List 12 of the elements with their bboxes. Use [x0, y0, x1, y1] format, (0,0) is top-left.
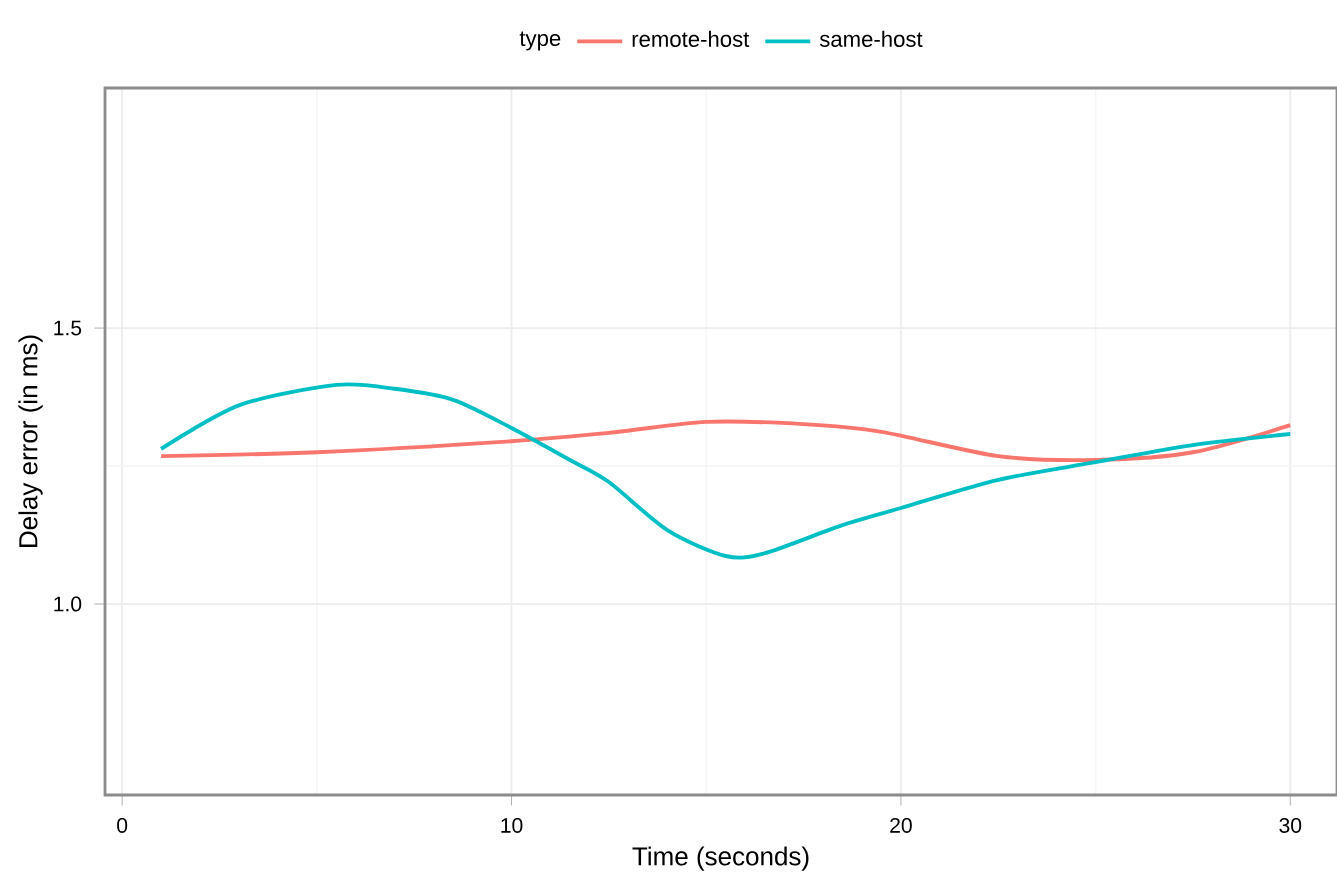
- x-tick-label: 0: [117, 817, 128, 833]
- y-tick-label: 1.5: [54, 320, 82, 336]
- y-tick-label: 1.0: [54, 596, 82, 612]
- line-series: [159, 419, 1293, 463]
- x-tick-label: 30: [1279, 817, 1302, 833]
- y-axis-title: Delay error (in ms): [18, 335, 43, 547]
- legend-label: same-host: [819, 30, 923, 47]
- x-tick-label: 10: [501, 817, 523, 833]
- x-axis-title: Time (seconds): [632, 846, 809, 871]
- legend-title: type: [519, 31, 561, 51]
- legend-label: remote-host: [632, 30, 750, 47]
- x-tick-label: 20: [890, 817, 912, 833]
